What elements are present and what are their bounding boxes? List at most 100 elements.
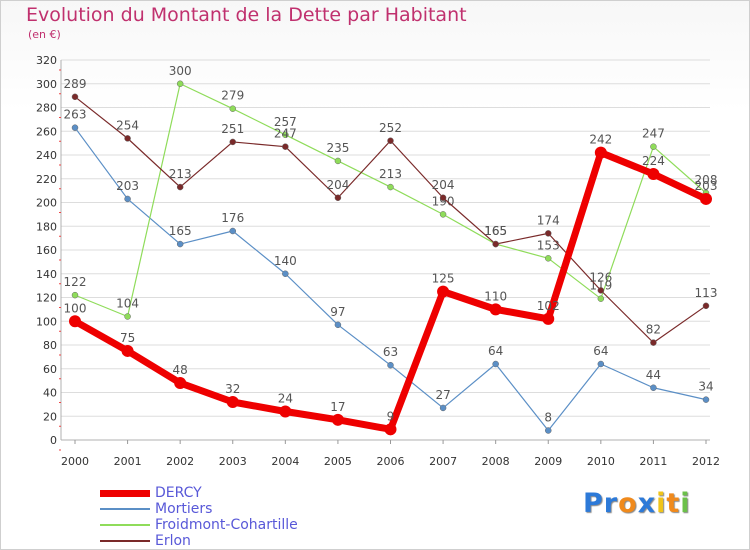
data-point-froidmont-cohartille (229, 105, 236, 112)
data-label-dercy: 75 (120, 331, 135, 345)
x-tick-label: 2000 (61, 455, 89, 468)
data-label-froidmont-cohartille: 122 (64, 275, 87, 289)
x-tick-label: 2011 (639, 455, 667, 468)
y-tick-label: 40 (43, 387, 57, 400)
legend-label: Mortiers (155, 501, 213, 517)
data-point-erlon (124, 135, 131, 142)
data-point-mortiers (282, 270, 289, 277)
x-tick-label: 2009 (534, 455, 562, 468)
x-tick-label: 2010 (587, 455, 615, 468)
data-label-froidmont-cohartille: 213 (379, 167, 402, 181)
legend-label: Erlon (155, 533, 191, 549)
y-tick-label: 320 (36, 54, 57, 67)
data-label-froidmont-cohartille: 279 (221, 89, 244, 103)
data-label-mortiers: 203 (116, 179, 139, 193)
data-label-erlon: 165 (484, 224, 507, 238)
data-label-froidmont-cohartille: 104 (116, 297, 139, 311)
y-tick-label: 260 (36, 125, 57, 138)
data-point-erlon (492, 240, 499, 248)
data-point-froidmont-cohartille (282, 131, 289, 139)
x-tick-label: 2012 (692, 455, 720, 468)
data-point-erlon (545, 230, 552, 237)
y-tick-label: 200 (36, 197, 57, 210)
data-label-dercy: 125 (432, 272, 455, 286)
data-point-erlon (597, 287, 605, 294)
logo-letter: t (666, 488, 681, 519)
data-point-erlon (229, 138, 236, 146)
data-label-froidmont-cohartille: 247 (642, 127, 665, 141)
data-label-mortiers: 8 (544, 411, 552, 425)
data-point-froidmont-cohartille (334, 157, 342, 165)
data-label-mortiers: 64 (488, 344, 503, 358)
data-label-erlon: 251 (221, 122, 244, 136)
data-point-erlon (176, 183, 184, 191)
data-point-mortiers (124, 195, 131, 203)
y-tick-label: 100 (36, 315, 57, 328)
proxiti-logo: Proxiti (583, 488, 691, 519)
data-point-dercy (226, 396, 239, 408)
data-point-dercy (542, 312, 555, 325)
data-label-dercy: 242 (589, 133, 612, 147)
data-label-dercy: 48 (173, 363, 188, 377)
data-point-dercy (121, 344, 134, 357)
y-tick-label: 160 (36, 244, 57, 257)
data-label-froidmont-cohartille: 235 (326, 141, 349, 155)
logo-letter: o (618, 488, 638, 519)
data-label-mortiers: 63 (383, 345, 398, 359)
data-point-mortiers (387, 361, 394, 369)
data-point-dercy (69, 315, 81, 328)
logo-letter: x (637, 488, 657, 519)
data-point-mortiers (229, 227, 236, 235)
logo-letter: P (583, 488, 604, 519)
data-point-mortiers (650, 384, 657, 391)
data-point-mortiers (176, 240, 184, 248)
data-point-froidmont-cohartille (439, 211, 447, 218)
data-label-dercy: 203 (695, 179, 718, 193)
logo-letter: i (680, 488, 691, 519)
y-tick-label: 20 (43, 410, 57, 423)
legend-swatch (100, 524, 150, 526)
x-tick-label: 2002 (166, 455, 194, 468)
x-tick-label: 2003 (219, 455, 247, 468)
data-point-mortiers (492, 360, 499, 368)
data-point-mortiers (71, 124, 79, 131)
data-label-froidmont-cohartille: 165 (484, 224, 507, 238)
legend-swatch (100, 508, 150, 510)
data-label-froidmont-cohartille: 153 (537, 238, 560, 252)
logo-letter: i (656, 488, 667, 519)
data-label-erlon: 113 (695, 286, 718, 300)
data-label-froidmont-cohartille: 208 (695, 173, 718, 187)
data-point-erlon (282, 143, 289, 150)
y-tick-label: 280 (36, 102, 57, 115)
y-tick-label: 140 (36, 268, 57, 281)
data-label-erlon: 204 (326, 178, 349, 192)
data-point-erlon (702, 302, 710, 310)
data-label-mortiers: 176 (221, 211, 244, 225)
data-point-erlon (71, 93, 79, 101)
data-label-mortiers: 44 (646, 368, 661, 382)
data-point-mortiers (597, 360, 605, 368)
data-label-erlon: 174 (537, 213, 560, 227)
data-label-mortiers: 263 (64, 108, 87, 122)
y-tick-label: 240 (36, 149, 57, 162)
data-point-dercy (647, 168, 660, 180)
x-tick-label: 2006 (377, 455, 405, 468)
data-label-mortiers: 27 (435, 388, 450, 402)
data-point-dercy (594, 146, 607, 159)
data-label-erlon: 247 (274, 127, 297, 141)
legend-label: DERCY (155, 485, 202, 501)
x-tick-label: 2005 (324, 455, 352, 468)
x-tick-label: 2007 (429, 455, 457, 468)
data-label-erlon: 82 (646, 323, 661, 337)
data-label-dercy: 102 (537, 299, 560, 313)
data-label-dercy: 32 (225, 382, 240, 396)
data-point-erlon (387, 137, 394, 144)
y-tick-label: 220 (36, 173, 57, 186)
data-label-erlon: 213 (169, 167, 192, 181)
data-label-froidmont-cohartille: 300 (169, 64, 192, 78)
data-label-erlon: 254 (116, 118, 139, 132)
data-label-froidmont-cohartille: 257 (274, 115, 297, 129)
x-tick-label: 2004 (271, 455, 299, 468)
data-point-froidmont-cohartille (124, 313, 131, 320)
legend-label: Froidmont-Cohartille (155, 517, 298, 533)
